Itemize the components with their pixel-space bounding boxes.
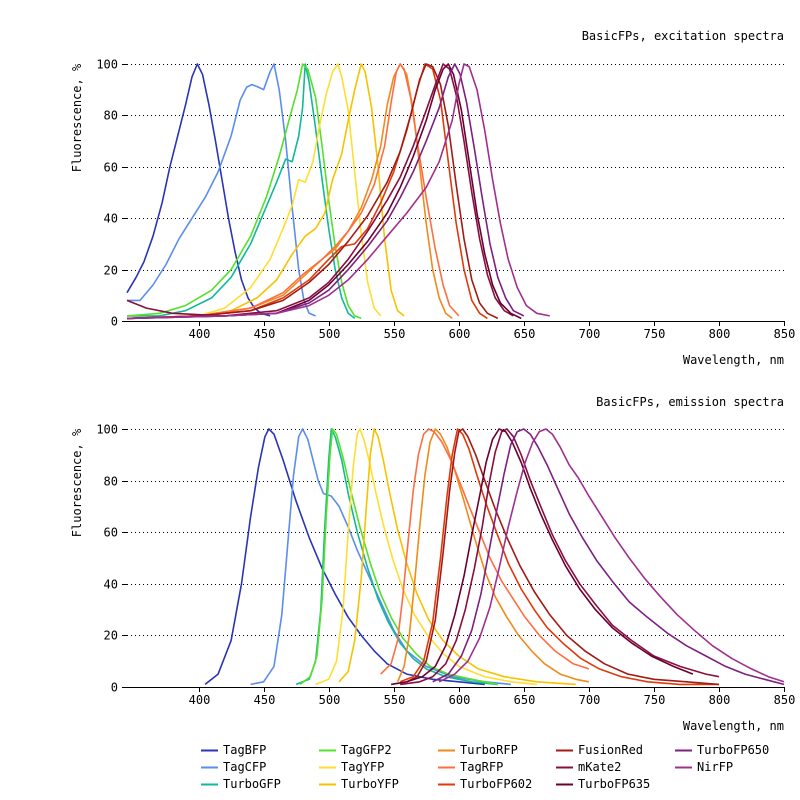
emission-y-tick-label: 0 — [111, 681, 118, 695]
excitation-series-turbofp650 — [126, 63, 525, 320]
excitation-series-tagrfp — [126, 63, 460, 320]
excitation-y-tick-label: 80 — [104, 109, 118, 123]
legend-label-turborfp: TurboRFP — [460, 743, 518, 757]
excitation-series-taggfp2 — [126, 63, 362, 320]
excitation-series — [126, 63, 550, 320]
emission-y-tick-label: 40 — [104, 578, 118, 592]
legend-label-tagyfp: TagYFP — [341, 760, 384, 774]
excitation-series-turborfp — [126, 63, 453, 320]
excitation-x-tick-label: 800 — [709, 327, 731, 341]
excitation-x-tick-label: 650 — [514, 327, 536, 341]
emission-x-tick-label: 650 — [514, 693, 536, 707]
emission-series-mkate2 — [400, 428, 720, 686]
emission-x-axis-label: Wavelength, nm — [683, 719, 784, 733]
emission-y-axis-label: Fluorescence, % — [70, 428, 84, 537]
excitation-chart: BasicFPs, excitation spectra Fluorescenc… — [70, 29, 795, 367]
emission-series-turbofp602 — [399, 428, 719, 686]
excitation-axis-ticks: 0 20 40 60 80 100 400 450 500 550 600 650 700 750 800 8… — [96, 58, 795, 342]
emission-series-taggfp2 — [299, 428, 498, 686]
emission-x-tick-label: 450 — [254, 693, 276, 707]
excitation-x-tick-label: 500 — [319, 327, 341, 341]
excitation-series-nirfp — [126, 63, 550, 320]
emission-series-nirfp — [438, 428, 785, 683]
excitation-series-turboyfp — [126, 63, 405, 320]
emission-series-turboyfp — [338, 428, 576, 686]
excitation-x-tick-label: 850 — [774, 327, 796, 341]
legend-label-turboyfp: TurboYFP — [341, 777, 399, 791]
excitation-y-tick-label: 20 — [104, 264, 118, 278]
legend-label-turbofp602: TurboFP602 — [460, 777, 532, 791]
legend-label-mkate2: mKate2 — [578, 760, 621, 774]
emission-x-tick-label: 800 — [709, 693, 731, 707]
excitation-series-tagcfp — [127, 63, 316, 317]
excitation-series-turbofp635 — [126, 63, 522, 320]
emission-series — [204, 428, 785, 686]
excitation-x-tick-label: 700 — [579, 327, 601, 341]
emission-chart-title: BasicFPs, emission spectra — [596, 395, 784, 409]
emission-series-turbofp635 — [390, 428, 694, 686]
emission-series-tagcfp — [250, 428, 511, 686]
excitation-y-axis-label: Fluorescence, % — [70, 63, 84, 172]
excitation-series-fusionred — [126, 63, 499, 320]
legend-label-tagbfp: TagBFP — [223, 743, 266, 757]
emission-x-tick-label: 750 — [644, 693, 666, 707]
emission-axis-ticks: 0 20 40 60 80 100 400 450 500 550 600 650 700 750 800 8… — [96, 423, 795, 708]
emission-x-tick-label: 600 — [449, 693, 471, 707]
excitation-series-mkate2 — [126, 63, 514, 317]
emission-series-turbofp650 — [432, 428, 785, 686]
excitation-y-tick-label: 100 — [96, 58, 118, 72]
emission-series-turbogfp — [295, 428, 498, 686]
emission-series-tagyfp — [315, 428, 537, 686]
excitation-y-tick-label: 0 — [111, 315, 118, 329]
excitation-series-tagbfp — [126, 63, 271, 317]
emission-x-tick-label: 850 — [774, 693, 796, 707]
legend-label-fusionred: FusionRed — [578, 743, 643, 757]
emission-series-fusionred — [406, 428, 720, 686]
legend-label-taggfp2: TagGFP2 — [341, 743, 392, 757]
legend-label-turbofp650: TurboFP650 — [697, 743, 769, 757]
emission-x-tick-label: 700 — [579, 693, 601, 707]
legend-label-tagcfp: TagCFP — [223, 760, 266, 774]
excitation-chart-title: BasicFPs, excitation spectra — [582, 29, 784, 43]
excitation-x-tick-label: 600 — [449, 327, 471, 341]
legend-label-turbogfp: TurboGFP — [223, 777, 281, 791]
excitation-x-tick-label: 400 — [189, 327, 211, 341]
emission-series-tagbfp — [204, 428, 485, 686]
excitation-x-axis-label: Wavelength, nm — [683, 353, 784, 367]
emission-x-tick-label: 400 — [189, 693, 211, 707]
excitation-x-tick-label: 550 — [384, 327, 406, 341]
excitation-series-turbofp602 — [126, 63, 488, 320]
legend-label-turbofp635: TurboFP635 — [578, 777, 650, 791]
emission-y-tick-label: 60 — [104, 526, 118, 540]
emission-series-turborfp — [396, 428, 590, 683]
emission-x-tick-label: 500 — [319, 693, 341, 707]
excitation-x-tick-label: 450 — [254, 327, 276, 341]
excitation-x-tick-label: 750 — [644, 327, 666, 341]
emission-chart: BasicFPs, emission spectra Fluorescence,… — [70, 395, 795, 733]
emission-y-tick-label: 80 — [104, 475, 118, 489]
emission-x-tick-label: 550 — [384, 693, 406, 707]
legend: TagBFP TagCFP TurboGFP TagGFP2 TagYFP TurboYF… — [201, 743, 769, 791]
excitation-y-tick-label: 60 — [104, 161, 118, 175]
legend-label-nirfp: NirFP — [697, 760, 733, 774]
emission-y-tick-label: 20 — [104, 629, 118, 643]
excitation-y-tick-label: 40 — [104, 212, 118, 226]
legend-label-tagrfp: TagRFP — [460, 760, 503, 774]
emission-y-tick-label: 100 — [96, 423, 118, 437]
